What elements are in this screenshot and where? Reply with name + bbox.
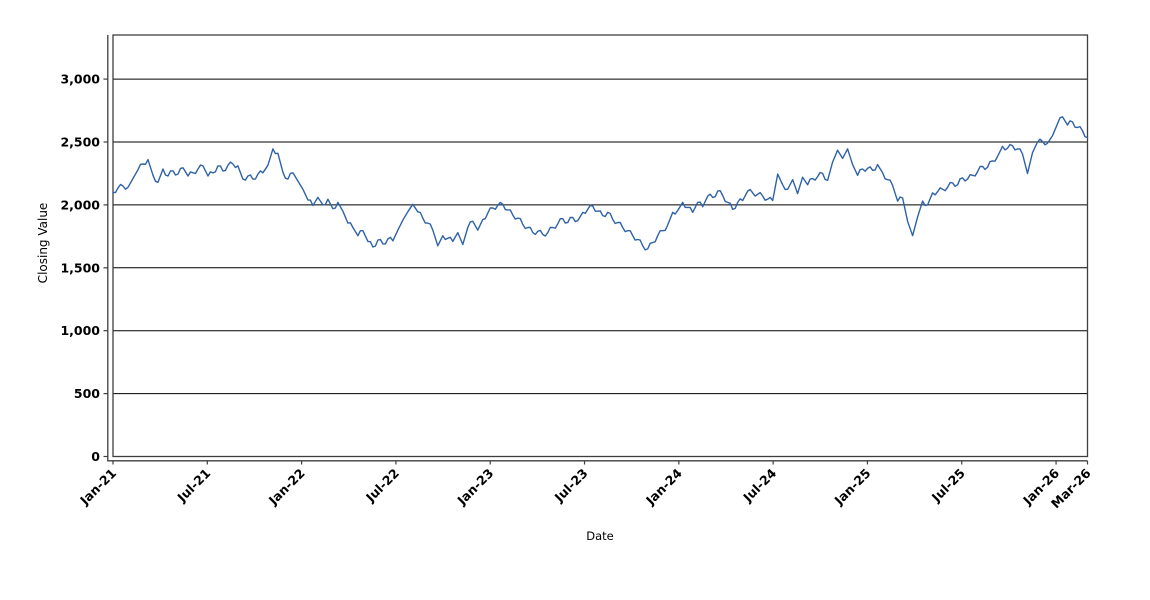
x-tick-labels: Jan-21 Jul-21 Jan-22 Jul-22 Jan-23 Jul-23 Jan-… <box>76 465 1094 511</box>
x-tick-label: Jul-21 <box>174 466 214 506</box>
y-tick-label: 3,000 <box>60 72 100 87</box>
x-tick-label: Jan-25 <box>831 466 874 509</box>
x-tick-label: Jan-24 <box>642 465 685 508</box>
grid-lines <box>113 78 1088 395</box>
y-tick-label: 0 <box>91 449 100 464</box>
x-tick-label: Jul-24 <box>739 465 779 505</box>
y-tick-label: 500 <box>74 386 100 401</box>
y-tick-label: 2,000 <box>60 197 100 212</box>
x-tick-label: Jul-22 <box>362 466 402 506</box>
plot-area-frame <box>112 34 1089 458</box>
y-tick-label: 1,000 <box>60 323 100 338</box>
x-tick-label: Jul-25 <box>928 466 968 506</box>
y-axis-title: Closing Value <box>36 203 50 284</box>
x-axis-title: Date <box>586 529 614 543</box>
y-tick-label: 2,500 <box>60 135 100 150</box>
x-tick-label: Jul-23 <box>551 466 591 506</box>
axis-lines <box>107 35 1088 462</box>
series-line-closing-value <box>112 116 1089 251</box>
x-tick-label: Jan-22 <box>265 466 308 509</box>
closing-value-line <box>112 116 1089 251</box>
tick-marks <box>103 78 1089 465</box>
y-tick-labels: 0 500 1,000 1,500 2,000 2,500 3,000 <box>60 72 100 464</box>
x-tick-label: Jan-23 <box>454 466 497 509</box>
x-tick-label: Jan-21 <box>76 466 119 509</box>
y-tick-label: 1,500 <box>60 260 100 275</box>
